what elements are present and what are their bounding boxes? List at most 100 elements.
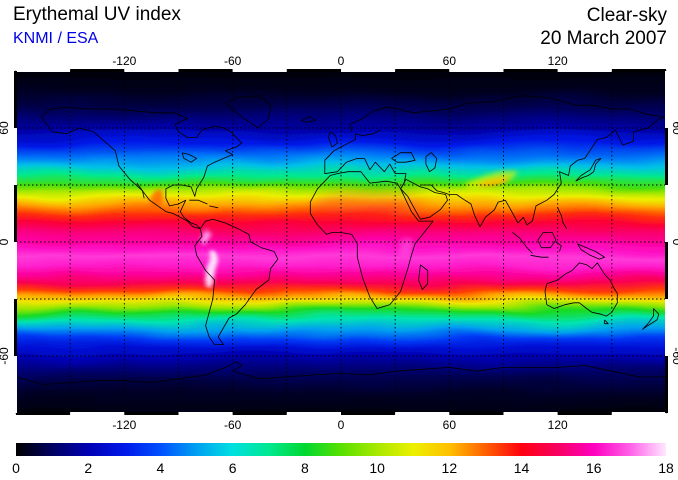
frame-seg-top [341, 69, 396, 72]
page-title: Erythemal UV index [13, 4, 181, 25]
frame-seg-left [14, 185, 17, 242]
colorbar-tick-label: 12 [442, 460, 458, 476]
frame-seg-right [665, 356, 668, 413]
frame-seg-top [503, 69, 558, 72]
frame-seg-right [665, 128, 668, 185]
coastline-path [136, 182, 145, 199]
frame-seg-bottom [341, 412, 396, 415]
source-credit: KNMI / ESA [13, 30, 99, 47]
frame-seg-bottom [178, 412, 233, 415]
coastline-path [328, 131, 338, 148]
colorbar-gradient-bar [16, 443, 666, 456]
coastline-path [557, 207, 568, 229]
uv-anomaly-blobs [150, 171, 518, 288]
frame-seg-top [16, 69, 71, 72]
coastline-path [309, 171, 434, 309]
frame-seg-left [14, 71, 17, 128]
colorbar-tick-label: 16 [586, 460, 602, 476]
coastline-path [577, 243, 605, 260]
coastline-path [544, 262, 618, 317]
colorbar-legend: 0 2 4 6 8 10 12 14 16 18 [12, 443, 674, 476]
frame-seg-bottom [503, 412, 558, 415]
coastline-path [15, 361, 666, 385]
lon-label-bottom: -120 [112, 418, 136, 432]
frame-seg-bottom [232, 412, 287, 415]
frame-seg-top [232, 69, 287, 72]
coastline-path [418, 264, 429, 290]
frame-seg-top [611, 69, 666, 72]
frame-seg-top [557, 69, 612, 72]
frame-seg-top [395, 69, 450, 72]
frame-seg-bottom [557, 412, 612, 415]
coastline-path [537, 232, 557, 249]
coastlines [15, 95, 666, 385]
coastline-path [181, 152, 197, 163]
lat-label-left: 60 [0, 121, 11, 135]
frame-seg-left [14, 128, 17, 185]
anomaly-7 [313, 194, 423, 222]
coastline-path [425, 152, 438, 173]
coastline-path [642, 308, 660, 330]
coastline-path [604, 319, 609, 325]
frame-seg-left [14, 356, 17, 413]
coastline-path [301, 116, 317, 123]
frame-seg-top [70, 69, 125, 72]
frame-seg-bottom [286, 412, 341, 415]
coastline-path [324, 129, 381, 161]
coastline-path [400, 178, 448, 220]
sky-condition-label: Clear-sky [586, 5, 667, 26]
lon-label-bottom: 60 [443, 418, 457, 432]
colorbar-tick-label: 0 [12, 460, 20, 476]
anomaly-1 [205, 249, 217, 288]
frame-seg-bottom [449, 412, 504, 415]
frame-seg-top [286, 69, 341, 72]
frame-seg-left [14, 299, 17, 356]
coastline-path [40, 106, 243, 230]
lat-label-right: 60 [670, 121, 678, 135]
colorbar-tick-label: 6 [229, 460, 237, 476]
lat-label-right: -60 [670, 347, 678, 365]
frame-seg-bottom [16, 412, 71, 415]
coastline-path [575, 158, 602, 182]
coastline-path [324, 158, 407, 190]
lat-label-left: 0 [0, 238, 11, 245]
map-frame-zebra-border [14, 69, 668, 415]
axis-tick-labels: -120 -120 -60 -60 0 0 60 60 120 120 60 60 0 0 -60 -60 [0, 54, 678, 432]
anomaly-2 [201, 228, 210, 244]
frame-seg-right [665, 299, 668, 356]
colorbar-tick-label: 4 [157, 460, 165, 476]
lon-label-top: -60 [224, 54, 242, 68]
lon-label-top: 0 [338, 54, 345, 68]
anomaly-5 [150, 190, 164, 211]
lon-label-top: -120 [112, 54, 136, 68]
coastline-path [391, 152, 416, 163]
graticule-gridlines [16, 71, 666, 413]
lon-label-bottom: 0 [338, 418, 345, 432]
colorbar-tick-label: 14 [514, 460, 530, 476]
colorbar-tick-label: 18 [658, 460, 674, 476]
lat-label-left: -60 [0, 347, 11, 365]
frame-seg-right [665, 242, 668, 299]
header-right: Clear-sky 20 March 2007 [540, 4, 667, 50]
colorbar-tick-label: 10 [369, 460, 385, 476]
coastline-path [512, 232, 533, 254]
frame-seg-bottom [124, 412, 179, 415]
coastline-path [530, 254, 549, 258]
frame-seg-bottom [395, 412, 450, 415]
frame-seg-top [178, 69, 233, 72]
coastline-path [209, 205, 219, 209]
lat-label-right: 0 [670, 239, 678, 246]
frame-seg-bottom [611, 412, 666, 415]
frame-seg-left [14, 242, 17, 299]
coastline-path [189, 199, 208, 205]
anomaly-4 [464, 171, 518, 192]
colorbar-tick-label: 8 [301, 460, 309, 476]
lon-label-top: 60 [443, 54, 457, 68]
coastline-path [349, 95, 665, 228]
frame-seg-bottom [70, 412, 125, 415]
lon-label-top: 120 [548, 54, 568, 68]
frame-seg-right [665, 185, 668, 242]
frame-seg-top [449, 69, 504, 72]
colorbar-tick-label: 2 [84, 460, 92, 476]
